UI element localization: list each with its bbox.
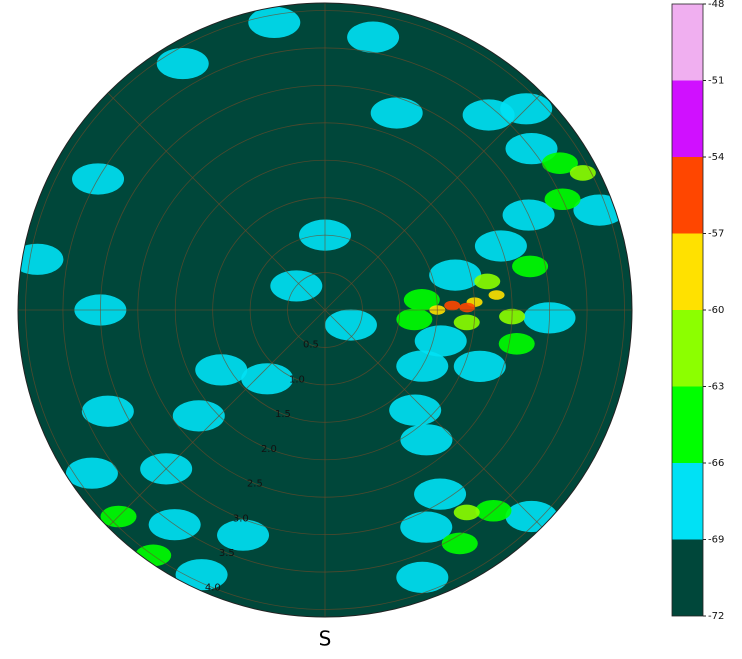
colorbar-tick-label: -48 <box>708 0 724 10</box>
echo <box>498 333 535 355</box>
echo <box>488 290 505 300</box>
grid-spoke <box>324 309 543 528</box>
echo <box>217 519 270 551</box>
colorbar-tick-label: -54 <box>708 152 724 163</box>
plot-border <box>17 2 633 618</box>
theta-label: S <box>319 627 332 651</box>
echo <box>324 309 377 341</box>
echo <box>512 255 549 278</box>
colorbar-tick-label: -60 <box>708 305 724 316</box>
echo <box>573 194 626 226</box>
grid-spoke <box>324 92 543 311</box>
grid-spoke <box>107 92 326 311</box>
grid-spoke <box>107 309 326 528</box>
echo <box>459 302 476 313</box>
echo <box>370 97 423 129</box>
colorbar-tick-label: -57 <box>708 229 724 240</box>
r-tick-label: 4.0 <box>205 583 221 594</box>
echo <box>396 308 433 331</box>
r-tick-label: 3.0 <box>233 513 249 524</box>
echo <box>462 99 515 131</box>
r-tick-label: 3.5 <box>219 548 235 559</box>
echo <box>156 47 209 80</box>
echo <box>81 395 134 427</box>
echo <box>429 259 482 291</box>
echo <box>453 314 480 331</box>
r-tick-label: 2.5 <box>247 479 263 490</box>
colorbar: -72 -69 -66 -63 -60 -57 -54 -51 -48 <box>671 0 724 622</box>
echo <box>414 478 467 510</box>
r-tick-label: 0.5 <box>303 340 319 351</box>
echo <box>453 350 506 382</box>
colorbar-tick-label: -63 <box>708 382 724 393</box>
colorbar-tick-label: -69 <box>708 535 724 546</box>
colorbar-tick-label: -72 <box>708 611 724 622</box>
echo <box>241 363 294 395</box>
echo <box>195 354 248 386</box>
echo <box>444 300 461 311</box>
echo <box>453 504 480 521</box>
colorbar-tick-label: -66 <box>708 458 724 469</box>
echo <box>474 273 501 290</box>
colorbar-band <box>672 463 703 540</box>
echo <box>347 21 400 53</box>
echo <box>172 400 225 432</box>
echo <box>414 325 467 357</box>
echo <box>441 532 478 555</box>
r-tick-label: 1.0 <box>289 374 305 385</box>
echo <box>400 511 453 543</box>
colorbar-tick-label: -51 <box>708 76 724 87</box>
r-tick-label: 2.0 <box>261 444 277 455</box>
colorbar-band <box>672 539 703 616</box>
r-tick-label: 1.5 <box>275 409 291 420</box>
echo <box>248 6 301 39</box>
colorbar-band <box>672 4 703 81</box>
colorbar-band <box>672 310 703 387</box>
echo <box>400 424 453 456</box>
echo <box>541 152 578 174</box>
echo <box>389 394 442 426</box>
colorbar-band <box>672 80 703 157</box>
grid: 0.5 1.0 1.5 2.0 2.5 3.0 3.5 4.0 <box>18 3 632 617</box>
colorbar-band <box>672 386 703 463</box>
echo <box>403 289 440 311</box>
echo <box>175 559 228 591</box>
colorbar-band <box>672 157 703 234</box>
echo <box>396 561 449 593</box>
echo <box>18 243 64 275</box>
colorbar-band <box>672 233 703 310</box>
echo <box>569 165 596 181</box>
